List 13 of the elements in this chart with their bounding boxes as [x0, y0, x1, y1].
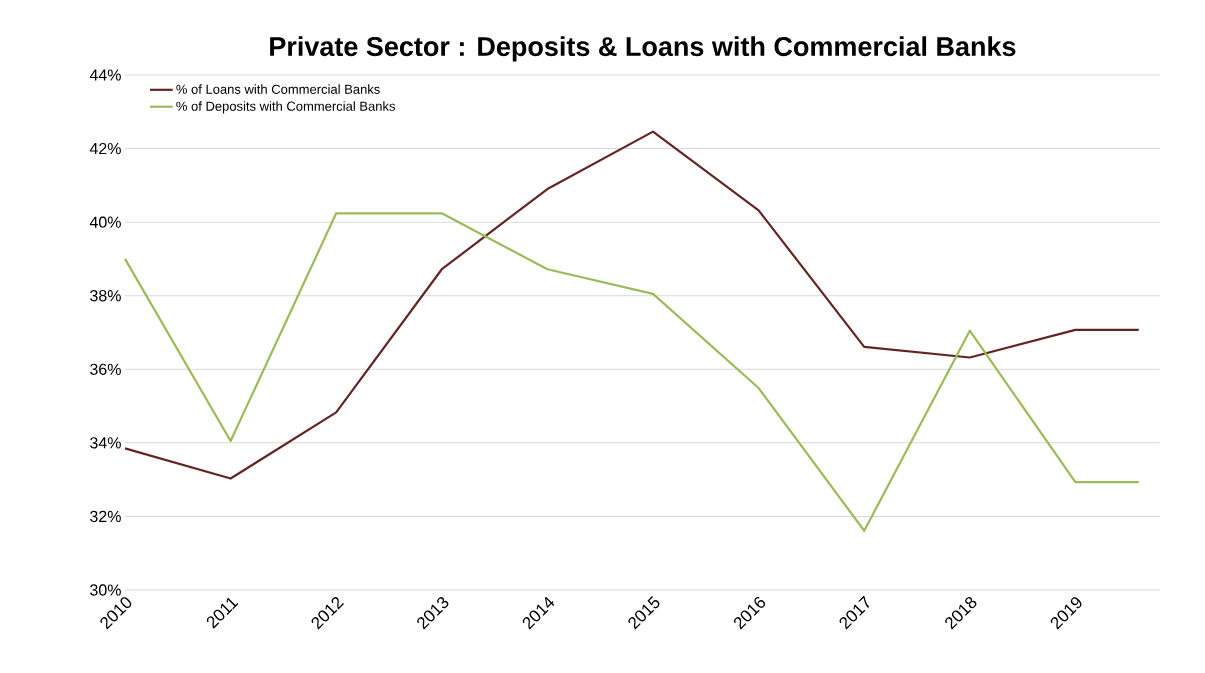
- legend-label: % of Loans with Commercial Banks: [176, 84, 380, 94]
- y-tick-label: 34%: [90, 437, 121, 449]
- y-tick-label: 42%: [89, 142, 121, 155]
- line-series: [123, 130, 1140, 480]
- line-series: [123, 212, 1140, 532]
- y-tick-label: 30%: [90, 584, 121, 596]
- y-tick-label: 32%: [90, 510, 121, 523]
- y-tick-label: 38%: [90, 290, 121, 302]
- legend-label: % of Deposits with Commercial Banks: [176, 101, 395, 114]
- chart-title: Private Sector : Deposits & Loans with Commercial Banks: [270, 36, 1016, 62]
- y-tick-label: 36%: [90, 363, 121, 375]
- y-tick-label: 40%: [89, 216, 121, 228]
- y-tick-label: 44%: [89, 69, 121, 81]
